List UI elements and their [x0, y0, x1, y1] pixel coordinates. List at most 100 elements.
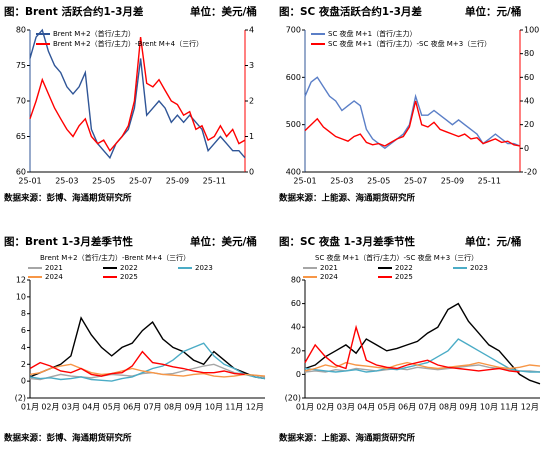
x-tick-label: 08月 — [164, 403, 182, 412]
y-tick-label: 20 — [291, 346, 301, 355]
y-tick-label: 6 — [21, 326, 26, 335]
x-tick-label: 25-03 — [330, 177, 353, 186]
legend-label: 2021 — [320, 264, 338, 272]
panel-title: 图：SC 夜盘活跃合约1-3月差 — [279, 5, 422, 18]
series-line — [304, 361, 541, 372]
x-tick-label: 07月 — [419, 403, 437, 412]
series-line — [304, 100, 521, 147]
x-tick-label: 25-11 — [203, 177, 226, 186]
y-tick-label: 4 — [21, 343, 26, 352]
series-line — [29, 28, 246, 160]
y-tick-label: 80 — [291, 276, 301, 285]
legend-label: 2022 — [395, 264, 413, 272]
y-tick-label: 40 — [291, 323, 301, 332]
panel-source: 数据来源：彭博、海通期货研究所 — [4, 193, 132, 204]
y-tick-label: 600 — [286, 73, 301, 82]
legend-label: 2025 — [395, 273, 413, 281]
y2-tick-label: 60 — [524, 73, 534, 82]
y2-tick-label: 2 — [249, 97, 254, 106]
x-tick-label: 25-09 — [441, 177, 464, 186]
legend-label: 2022 — [120, 264, 138, 272]
legend-label: 2024 — [320, 273, 338, 281]
y2-tick-label: 0 — [249, 168, 254, 177]
y-tick-label: 70 — [16, 97, 26, 106]
y-tick-label: 400 — [286, 168, 301, 177]
y2-tick-label: 1 — [249, 132, 254, 141]
x-tick-label: 04月 — [357, 403, 375, 412]
y2-tick-label: 0 — [524, 144, 529, 153]
y-tick-label: 8 — [21, 309, 26, 318]
x-tick-label: 25-05 — [92, 177, 115, 186]
x-tick-label: 09月 — [184, 403, 202, 412]
series-line — [29, 316, 266, 380]
x-tick-label: 03月 — [337, 403, 355, 412]
x-tick-label: 05月 — [103, 403, 121, 412]
series-line — [304, 338, 540, 373]
x-tick-label: 01月 — [296, 403, 314, 412]
x-tick-label: 08月 — [439, 403, 457, 412]
x-tick-label: 02月 — [41, 403, 59, 412]
x-tick-label: 01月 — [21, 403, 39, 412]
x-tick-label: 11月 — [225, 403, 243, 412]
panel-unit: 单位：美元/桶 — [190, 5, 257, 18]
panel-title: 图：SC 夜盘 1-3月差季节性 — [279, 235, 416, 248]
x-tick-label: 25-07 — [404, 177, 427, 186]
y-tick-label: 60 — [291, 299, 301, 308]
legend-label: 2023 — [470, 264, 488, 272]
panel-source: 数据来源：彭博、海通期货研究所 — [4, 433, 132, 444]
panel-unit: 单位：元/桶 — [465, 5, 521, 18]
x-tick-label: 03月 — [62, 403, 80, 412]
x-tick-label: 25-09 — [166, 177, 189, 186]
series-line — [29, 363, 266, 381]
y-tick-label: 0 — [296, 370, 301, 379]
y-tick-label: (20) — [285, 394, 301, 403]
x-tick-label: 25-01 — [18, 177, 41, 186]
legend-label: 2023 — [195, 264, 213, 272]
x-tick-label: 04月 — [82, 403, 100, 412]
panel-unit: 单位：美元/桶 — [190, 235, 257, 248]
series-line — [29, 363, 266, 378]
legend-label: 2021 — [45, 264, 63, 272]
y-tick-label: 500 — [286, 120, 301, 129]
panel-title: 图：Brent 1-3月差季节性 — [4, 235, 133, 248]
panel-source: 数据来源：上能源、海通期货研究所 — [279, 193, 416, 204]
x-tick-label: 25-03 — [55, 177, 78, 186]
x-tick-label: 06月 — [398, 403, 416, 412]
x-tick-label: 10月 — [480, 403, 498, 412]
y-tick-label: 700 — [286, 26, 301, 35]
x-tick-label: 12月 — [246, 403, 264, 412]
y-tick-label: 65 — [16, 132, 26, 141]
y-tick-label: 80 — [16, 26, 26, 35]
x-tick-label: 02月 — [316, 403, 334, 412]
series-line — [304, 302, 541, 385]
legend-title: SC 夜盘 M+1（首行/主力）-SC 夜盘 M+3（三行） — [315, 253, 478, 262]
x-tick-label: 05月 — [378, 403, 396, 412]
y-tick-label: 2 — [21, 360, 26, 369]
y-tick-label: 75 — [16, 61, 26, 70]
x-tick-label: 25-11 — [478, 177, 501, 186]
y-tick-label: 12 — [16, 276, 26, 285]
y2-tick-label: 3 — [249, 61, 254, 70]
x-tick-label: 25-05 — [367, 177, 390, 186]
legend-label: SC 夜盘 M+1（首行/主力） — [328, 29, 417, 38]
legend-title: Brent M+2（首行/主力）-Brent M+4（三行） — [40, 253, 190, 262]
y2-tick-label: 4 — [249, 26, 254, 35]
legend-label: Brent M+2（首行/主力）-Brent M+4（三行） — [53, 39, 203, 48]
y2-tick-label: -20 — [524, 168, 537, 177]
series-line — [304, 324, 520, 373]
y2-tick-label: 20 — [524, 120, 534, 129]
x-tick-label: 25-01 — [293, 177, 316, 186]
legend-label: SC 夜盘 M+1（首行/主力）-SC 夜盘 M+3（三行） — [328, 39, 491, 48]
y2-tick-label: 100 — [524, 26, 539, 35]
legend-label: Brent M+2（首行/主力） — [53, 29, 135, 38]
legend-label: 2024 — [45, 273, 63, 281]
y2-tick-label: 80 — [524, 49, 534, 58]
y-tick-label: (2) — [15, 394, 26, 403]
x-tick-label: 06月 — [123, 403, 141, 412]
x-tick-label: 10月 — [205, 403, 223, 412]
y-tick-label: 60 — [16, 168, 26, 177]
panel-unit: 单位：元/桶 — [465, 235, 521, 248]
x-tick-label: 12月 — [521, 403, 539, 412]
x-tick-label: 09月 — [459, 403, 477, 412]
